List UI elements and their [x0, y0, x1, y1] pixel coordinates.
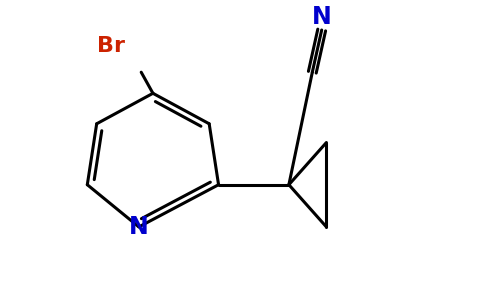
- Text: N: N: [129, 215, 149, 239]
- Text: N: N: [312, 5, 332, 29]
- Text: Br: Br: [97, 36, 125, 56]
